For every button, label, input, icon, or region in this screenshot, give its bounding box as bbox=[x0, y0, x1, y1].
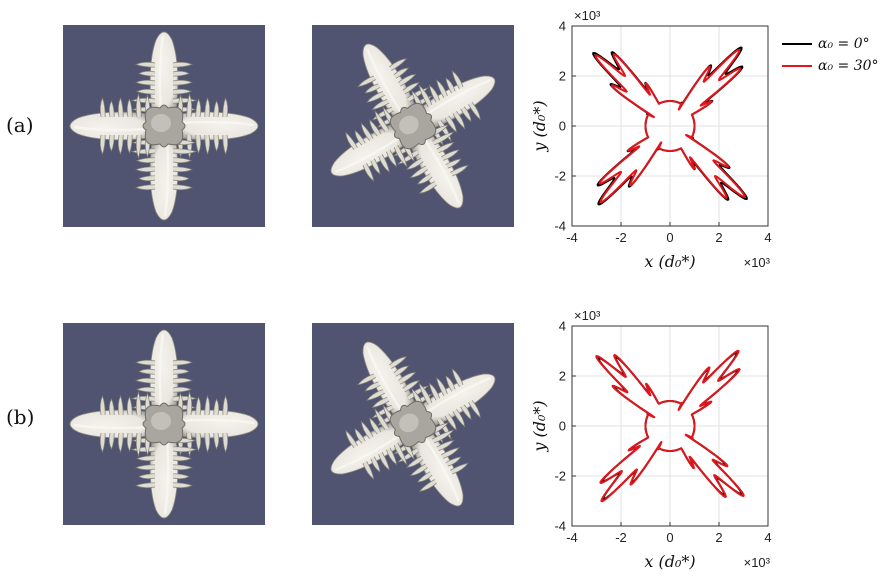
dendrite-arm bbox=[69, 92, 155, 160]
y-tick-label: 4 bbox=[559, 319, 566, 334]
contour-plot-a-svg: -4 -2 0 2 4 4 2 0 -2 -4 ×10³ ×10³ x (d₀*) y (d₀*) bbox=[530, 8, 772, 271]
contour-plot-a: -4 -2 0 2 4 4 2 0 -2 -4 ×10³ ×10³ x (d₀*) y (d₀*) bbox=[520, 0, 780, 290]
legend-label-30deg: α₀ = 30° bbox=[818, 58, 879, 74]
x-tick-label: -4 bbox=[566, 530, 578, 545]
dendrite-arm bbox=[130, 433, 198, 519]
legend-line-red bbox=[782, 65, 812, 67]
dendrite-arm bbox=[130, 31, 198, 117]
dendrite-render-a-30deg bbox=[312, 25, 514, 227]
x-tick-label: -4 bbox=[566, 230, 578, 245]
dendrite-arm bbox=[393, 124, 469, 209]
dendrite-svg bbox=[330, 341, 496, 507]
x-axis-label: x (d₀*) bbox=[644, 552, 695, 571]
dendrite-arm bbox=[411, 368, 496, 444]
dendrite-arm bbox=[173, 92, 259, 160]
legend-item-30deg: α₀ = 30° bbox=[782, 57, 879, 75]
dendrite-arm bbox=[173, 390, 259, 458]
dendrite-arm bbox=[130, 135, 198, 221]
y-tick-label: 2 bbox=[559, 369, 566, 384]
y-tick-label: 0 bbox=[559, 119, 566, 134]
dendrite-render-b-0deg bbox=[63, 323, 265, 525]
x-tick-label: 0 bbox=[666, 230, 673, 245]
y-tick-label: -2 bbox=[554, 169, 566, 184]
x-tick-label: 0 bbox=[666, 530, 673, 545]
y-tick-label: -4 bbox=[554, 519, 566, 534]
y-multiplier: ×10³ bbox=[574, 8, 601, 23]
legend: α₀ = 0° α₀ = 30° bbox=[776, 33, 886, 77]
x-tick-label: -2 bbox=[615, 530, 627, 545]
dendrite-render-b-30deg bbox=[312, 323, 514, 525]
legend-label-0deg: α₀ = 0° bbox=[818, 36, 870, 52]
dendrite-svg bbox=[69, 31, 259, 221]
y-axis-label: y (d₀*) bbox=[530, 100, 549, 152]
dendrite-render-a-0deg bbox=[63, 25, 265, 227]
dendrite-arm bbox=[69, 390, 155, 458]
x-axis-label: x (d₀*) bbox=[644, 252, 695, 271]
y-tick-label: 2 bbox=[559, 69, 566, 84]
x-tick-label: 2 bbox=[715, 530, 722, 545]
dendrite-arm bbox=[130, 329, 198, 415]
x-tick-label: 2 bbox=[715, 230, 722, 245]
y-axis-label: y (d₀*) bbox=[530, 400, 549, 452]
row-label-b: (b) bbox=[6, 405, 35, 429]
legend-item-0deg: α₀ = 0° bbox=[782, 35, 870, 53]
dendrite-arm bbox=[411, 70, 496, 146]
contour-plot-b-svg: -4 -2 0 2 4 4 2 0 -2 -4 ×10³ ×10³ x (d₀*) y (d₀*) bbox=[530, 308, 772, 571]
y-tick-label: 4 bbox=[559, 19, 566, 34]
row-label-a: (a) bbox=[6, 113, 34, 137]
dendrite-svg bbox=[330, 43, 496, 209]
dendrite-arm bbox=[330, 404, 415, 480]
contour-plot-b: -4 -2 0 2 4 4 2 0 -2 -4 ×10³ ×10³ x (d₀*) y (d₀*) bbox=[520, 300, 780, 579]
y-multiplier: ×10³ bbox=[574, 308, 601, 323]
plot-a-series-1 bbox=[594, 48, 746, 204]
legend-line-black bbox=[782, 43, 812, 45]
x-tick-label: 4 bbox=[764, 230, 771, 245]
x-tick-label: 4 bbox=[764, 530, 771, 545]
x-multiplier: ×10³ bbox=[744, 255, 771, 270]
dendrite-svg bbox=[69, 329, 259, 519]
y-tick-label: -4 bbox=[554, 219, 566, 234]
plot-b-series-1 bbox=[595, 349, 745, 503]
x-multiplier: ×10³ bbox=[744, 555, 771, 570]
y-tick-label: 0 bbox=[559, 419, 566, 434]
y-tick-label: -2 bbox=[554, 469, 566, 484]
x-tick-label: -2 bbox=[615, 230, 627, 245]
